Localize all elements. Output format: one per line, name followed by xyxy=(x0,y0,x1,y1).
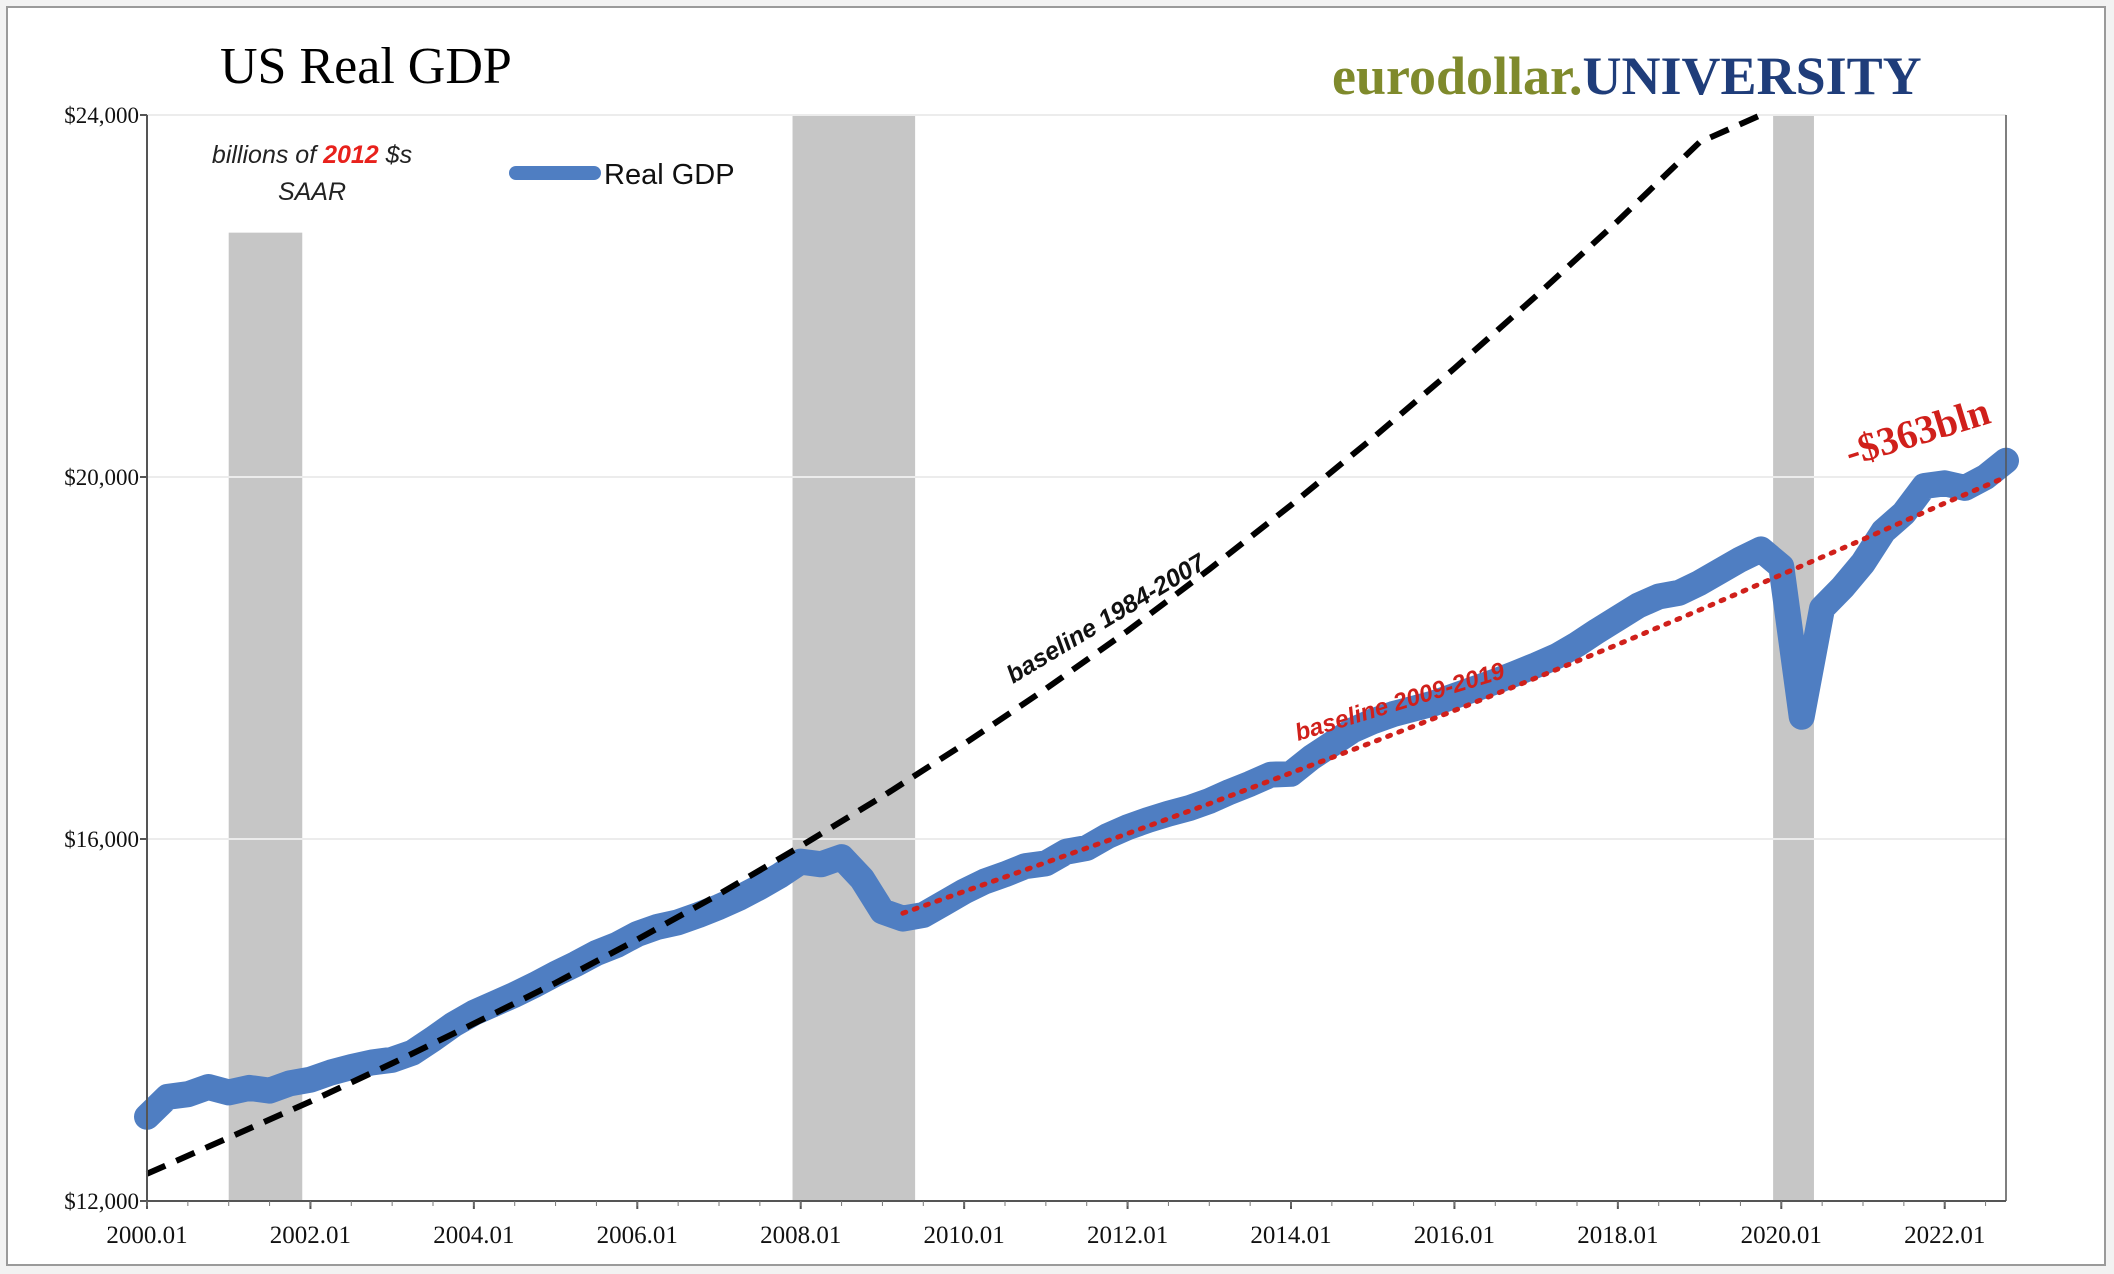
brand-part-2: UNIVERSITY xyxy=(1583,46,1922,106)
x-tick-label: 2008.01 xyxy=(760,1222,841,1249)
units-note-suffix: $s xyxy=(379,141,412,169)
series-baseline-1984-2007 xyxy=(145,112,1763,1177)
units-note-line1: billions of 2012 $s xyxy=(212,141,412,169)
y-tick-labels: $12,000 $16,000 $20,000 $24,000 xyxy=(64,103,147,1214)
gap-label: -$363bln xyxy=(1839,388,1995,475)
x-tick-label: 2020.01 xyxy=(1741,1222,1822,1249)
y-tick-label: $24,000 xyxy=(64,103,139,128)
series-layer xyxy=(134,112,2019,1177)
chart-frame: $12,000 $16,000 $20,000 $24,000 2000.01 2002… xyxy=(6,6,2106,1266)
brand-logo: eurodollar.UNIVERSITY xyxy=(1332,46,1922,106)
legend-label: Real GDP xyxy=(604,159,735,191)
series-baseline-2009-2019 xyxy=(900,474,2009,916)
units-note-line2: SAAR xyxy=(278,178,346,206)
x-tick-label: 2010.01 xyxy=(924,1222,1005,1249)
x-tick-label: 2012.01 xyxy=(1087,1222,1168,1249)
real-gdp-chart: $12,000 $16,000 $20,000 $24,000 2000.01 2002… xyxy=(64,38,2019,1249)
series-real-gdp xyxy=(134,447,2019,1130)
x-tick-label: 2016.01 xyxy=(1414,1222,1495,1249)
x-tick-label: 2004.01 xyxy=(433,1222,514,1249)
recession-band-2 xyxy=(792,115,916,1201)
x-tick-label: 2000.01 xyxy=(106,1222,187,1249)
y-tick-label: $16,000 xyxy=(64,827,139,852)
recession-band-1 xyxy=(228,232,303,1201)
x-tick-label: 2018.01 xyxy=(1577,1222,1658,1249)
brand-part-1: eurodollar. xyxy=(1332,46,1583,106)
y-tick-label: $12,000 xyxy=(64,1189,139,1214)
gridlines xyxy=(147,114,2006,840)
y-tick-label: $20,000 xyxy=(64,465,139,490)
units-note-prefix: billions of xyxy=(212,141,323,169)
baseline-1984-2007-label: baseline 1984-2007 xyxy=(1002,548,1212,689)
x-tick-label: 2002.01 xyxy=(270,1222,351,1249)
units-note-year: 2012 xyxy=(322,141,379,169)
x-tick-labels: 2000.01 2002.01 2004.01 2006.01 2008.01 2010.… xyxy=(106,1201,1987,1249)
x-tick-label: 2022.01 xyxy=(1904,1222,1985,1249)
x-tick-label: 2014.01 xyxy=(1250,1222,1331,1249)
chart-title: US Real GDP xyxy=(220,38,512,95)
x-tick-label: 2006.01 xyxy=(597,1222,678,1249)
